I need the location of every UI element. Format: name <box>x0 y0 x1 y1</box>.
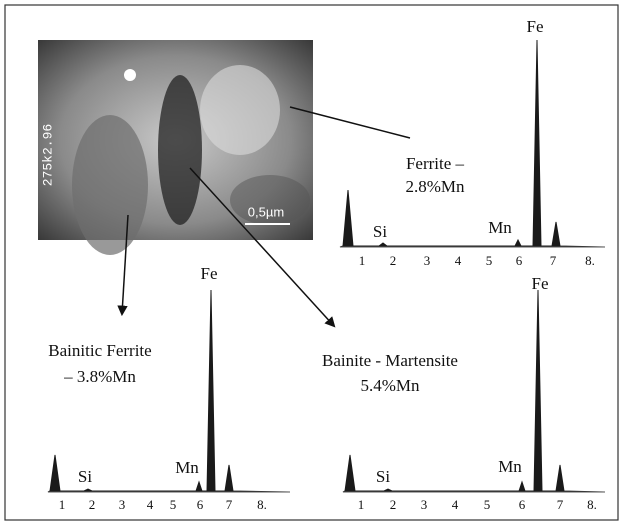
tick-label: 4 <box>452 497 459 512</box>
tick-label: 1 <box>359 253 366 268</box>
tick-label: 4 <box>455 253 462 268</box>
composition-label: 5.4%Mn <box>360 376 420 395</box>
tick-label: 7 <box>550 253 557 268</box>
peak-label: Si <box>373 222 387 241</box>
composition-label: – 3.8%Mn <box>63 367 136 386</box>
tick-label: 5 <box>486 253 493 268</box>
tick-label: 6 <box>197 497 204 512</box>
tick-label: 1 <box>358 497 365 512</box>
tick-label: 7 <box>557 497 564 512</box>
peak-label: Mn <box>498 457 522 476</box>
tick-label: 3 <box>421 497 428 512</box>
peak-label: Si <box>376 467 390 486</box>
tick-label: 2 <box>390 497 397 512</box>
peak-label: Fe <box>532 274 549 293</box>
phase-label: Bainitic Ferrite <box>48 341 151 360</box>
tick-label: 2 <box>390 253 397 268</box>
phase-label: Ferrite – <box>406 154 465 173</box>
tick-label: 4 <box>147 497 154 512</box>
tick-label: 1 <box>59 497 66 512</box>
peak-label: Mn <box>175 458 199 477</box>
peak-label: Fe <box>201 264 218 283</box>
tick-label: 8. <box>587 497 597 512</box>
scale-label: 0,5µm <box>248 204 284 219</box>
tick-label: 5 <box>484 497 491 512</box>
figure: 275k2.96 0,5µm 1 2 3 4 5 6 7 8. Fe Si Mn Ferrite – 2… <box>0 0 624 526</box>
phase-label: Bainite - Martensite <box>322 351 458 370</box>
peak-label: Si <box>78 467 92 486</box>
tick-label: 6 <box>516 253 523 268</box>
tick-label: 8. <box>585 253 595 268</box>
composition-label: 2.8%Mn <box>405 177 465 196</box>
tick-label: 5 <box>170 497 177 512</box>
tick-label: 8. <box>257 497 267 512</box>
peak-label: Mn <box>488 218 512 237</box>
tick-label: 2 <box>89 497 96 512</box>
micrograph-code: 275k2.96 <box>40 124 55 186</box>
micrograph: 275k2.96 0,5µm <box>38 40 313 255</box>
tick-label: 6 <box>519 497 526 512</box>
tick-label: 7 <box>226 497 233 512</box>
peak-label: Fe <box>527 17 544 36</box>
tick-label: 3 <box>119 497 126 512</box>
tick-label: 3 <box>424 253 431 268</box>
